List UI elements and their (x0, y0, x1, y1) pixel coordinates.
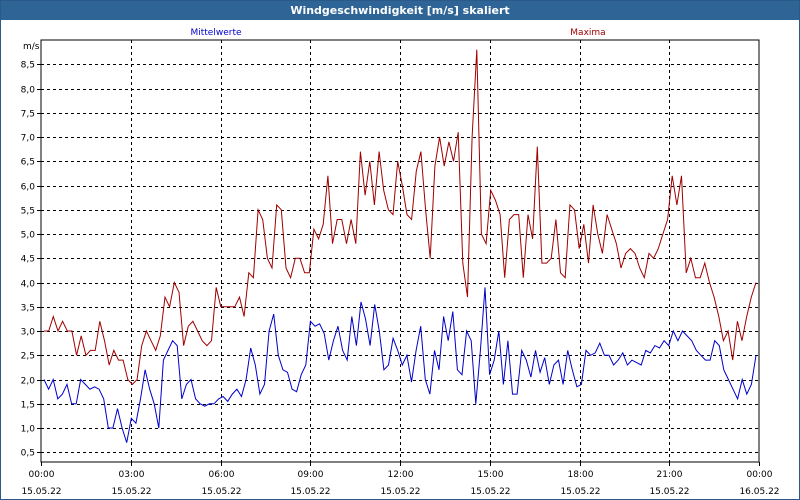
y-tick-label: 1,5 (21, 401, 35, 411)
y-tick-label: 0,5 (21, 449, 35, 459)
y-tick-label: 5,0 (21, 231, 36, 241)
x-tick-time-label: 00:00 (29, 470, 55, 480)
title-bar: Windgeschwindigkeit [m/s] skaliert (1, 1, 799, 20)
y-tick-label: 6,0 (21, 183, 36, 193)
x-tick-date-label: 15.05.22 (649, 487, 689, 497)
y-tick-label: 3,5 (21, 304, 35, 314)
y-tick-label: 7,5 (21, 110, 35, 120)
y-tick-label: 3,0 (21, 328, 36, 338)
x-tick-date-label: 15.05.22 (470, 487, 510, 497)
y-tick-label: 6,5 (21, 158, 35, 168)
x-tick-time-label: 18:00 (568, 470, 594, 480)
y-tick-label: 4,0 (21, 280, 36, 290)
y-tick-label: 1,0 (21, 425, 36, 435)
x-tick-time-label: 09:00 (298, 470, 324, 480)
x-tick-time-label: 12:00 (388, 470, 414, 480)
x-tick-time-label: 15:00 (478, 470, 504, 480)
x-tick-date-label: 15.05.22 (380, 487, 420, 497)
y-tick-label: 2,5 (21, 352, 35, 362)
y-tick-label: 4,5 (21, 255, 35, 265)
y-tick-label: 5,5 (21, 207, 35, 217)
x-tick-time-label: 03:00 (119, 470, 145, 480)
grid-lines (41, 40, 759, 462)
x-tick-date-label: 16.05.22 (739, 487, 779, 497)
series-lines (43, 49, 757, 443)
series-label-maxima: Maxima (570, 28, 605, 38)
series-line-1 (44, 49, 757, 386)
chart-title: Windgeschwindigkeit [m/s] skaliert (290, 4, 510, 17)
x-tick-date-label: 15.05.22 (111, 487, 151, 497)
y-tick-label: 8,5 (21, 61, 35, 71)
y-tick-label: 7,0 (21, 134, 36, 144)
y-tick-label: 8,0 (21, 86, 36, 96)
x-tick-date-label: 15.05.22 (201, 487, 241, 497)
y-tick-label: 2,0 (21, 377, 36, 387)
y-axis: 0,5 1,0 1,5 2,0 2,5 3,0 3,5 4,0 4,5 5,0 5,5 6,0 6,5 7… (21, 61, 41, 459)
series-label-mittelwerte: Mittelwerte (190, 28, 241, 38)
x-tick-date-label: 15.05.22 (290, 487, 330, 497)
x-tick-date-label: 15.05.22 (21, 487, 61, 497)
x-tick-time-label: 00:00 (747, 470, 773, 480)
wind-speed-chart: 0,5 1,0 1,5 2,0 2,5 3,0 3,5 4,0 4,5 5,0 5,5 6,0 6,5 7… (21, 28, 780, 497)
y-axis-unit: m/s (23, 42, 40, 52)
x-axis: 00:00 15.05.22 03:00 15.05.22 06:00 15.05.22 0… (21, 462, 780, 497)
series-line-0 (43, 287, 757, 443)
x-tick-time-label: 21:00 (657, 470, 683, 480)
x-tick-time-label: 06:00 (209, 470, 235, 480)
x-tick-date-label: 15.05.22 (560, 487, 600, 497)
